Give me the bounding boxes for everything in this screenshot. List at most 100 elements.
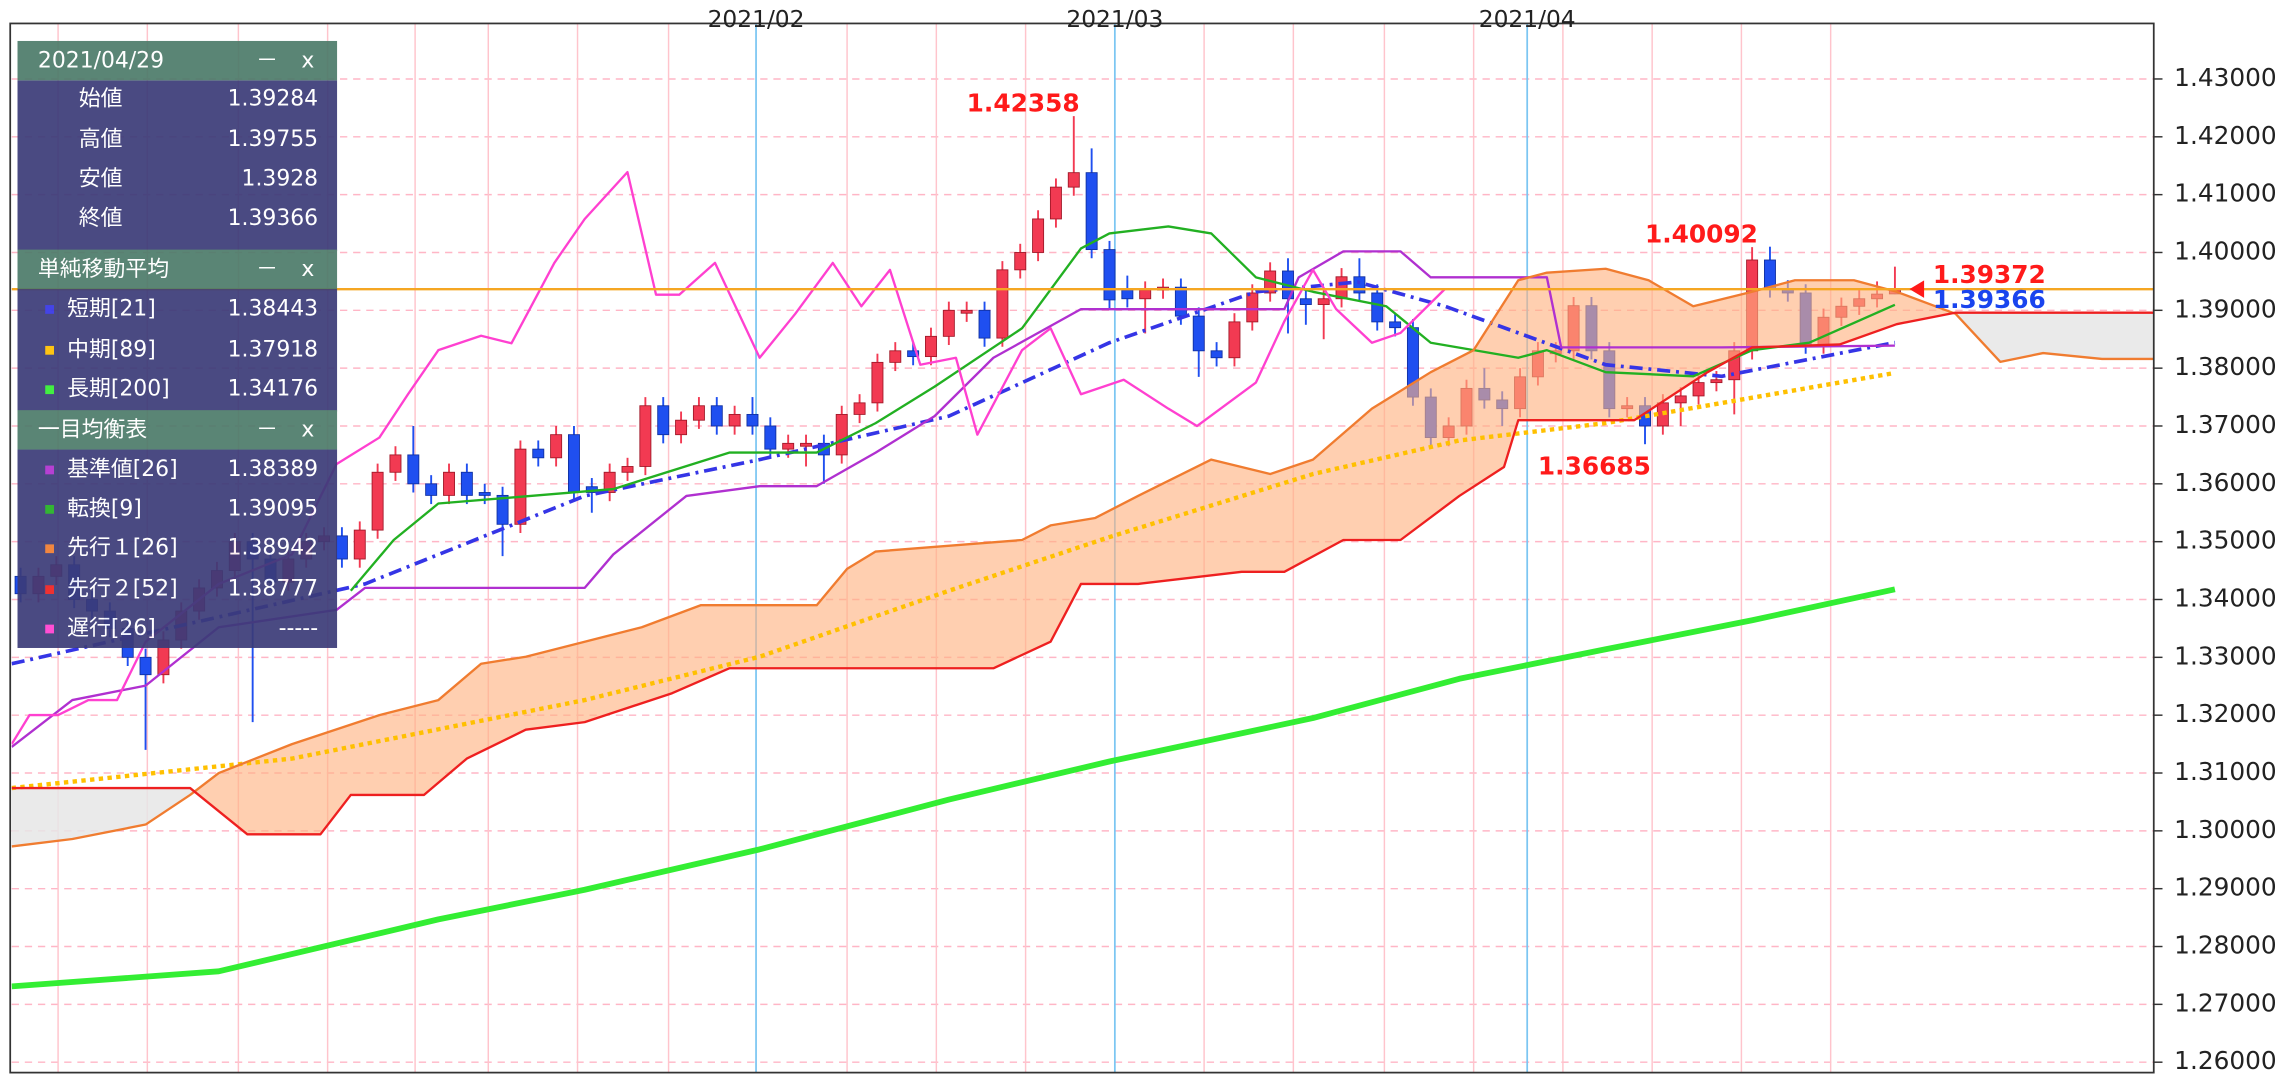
candle-body xyxy=(603,471,616,493)
y-tick-label: 1.41000 xyxy=(2174,179,2277,208)
legend-value: 1.38777 xyxy=(228,577,318,602)
y-tick-label: 1.31000 xyxy=(2174,757,2277,786)
y-tick-label: 1.27000 xyxy=(2174,988,2277,1017)
candle-body xyxy=(835,413,848,456)
candle-body xyxy=(335,535,348,560)
legend-label: 遅行[26] xyxy=(67,616,156,641)
candle-body xyxy=(1014,252,1027,271)
indicator-line xyxy=(11,370,1896,791)
candle-body xyxy=(1192,315,1205,352)
candle-body xyxy=(443,471,455,496)
y-tick-label: 1.38000 xyxy=(2174,352,2277,381)
candle-body xyxy=(496,494,509,525)
legend-swatch xyxy=(45,624,54,634)
cloud-upper xyxy=(11,268,2154,835)
candle-body xyxy=(139,656,152,676)
candle-body xyxy=(1763,259,1776,290)
candle-body xyxy=(1139,289,1152,300)
candle-body xyxy=(782,442,795,450)
indicator-line xyxy=(349,225,1896,592)
y-tick-label: 1.34000 xyxy=(2174,583,2277,612)
panel-header xyxy=(17,40,338,81)
price-label: 安値 xyxy=(79,167,123,192)
candle-body xyxy=(1067,172,1080,188)
candle-body xyxy=(353,529,366,560)
candle-body xyxy=(514,448,527,525)
y-tick-label: 1.35000 xyxy=(2174,526,2277,555)
close-button[interactable]: x xyxy=(301,257,314,282)
candle-body xyxy=(1692,382,1705,397)
candle-body xyxy=(853,402,866,415)
candle-body xyxy=(1049,186,1062,220)
y-tick-label: 1.32000 xyxy=(2174,699,2277,728)
legend-label: 転換[9] xyxy=(67,496,142,521)
price-label: 1.39366 xyxy=(1933,285,2046,314)
info-panel: 2021/04/29 － x 単純移動平均 － x 一目均衡表 － x 始値 1.39284 高値 1.… xyxy=(17,40,338,648)
indicator-line xyxy=(11,311,2154,836)
legend-swatch xyxy=(45,465,54,475)
price-value: 1.39284 xyxy=(228,86,318,111)
minimize-button[interactable]: － xyxy=(256,48,278,73)
legend-value: 1.37918 xyxy=(228,337,318,362)
minimize-button[interactable]: － xyxy=(256,418,278,443)
legend-label: 基準値[26] xyxy=(67,457,178,482)
candle-body xyxy=(764,425,777,450)
legend-label: 先行２[52] xyxy=(67,577,178,602)
axes: 1.26000 1.27000 1.28000 1.29000 1.30000 1.310… xyxy=(708,5,2277,1075)
price-label: 1.39372 xyxy=(1933,260,2046,289)
price-label: 始値 xyxy=(79,86,123,111)
plot-frame xyxy=(9,22,2155,1074)
candle-body xyxy=(1389,321,1402,329)
candle-body xyxy=(567,434,580,493)
legend-label: 中期[89] xyxy=(67,337,156,362)
candle-body xyxy=(1299,298,1312,305)
legend-swatch xyxy=(45,385,54,395)
y-tick-label: 1.37000 xyxy=(2174,410,2277,439)
price-label: 終値 xyxy=(79,206,123,231)
panel-body xyxy=(17,289,338,412)
candle-body xyxy=(1228,321,1241,359)
price-annotation: 1.40092 xyxy=(1645,219,1758,248)
y-tick-label: 1.36000 xyxy=(2174,468,2277,497)
legend-swatch xyxy=(45,504,54,514)
candle-body xyxy=(1353,276,1366,294)
panel-body xyxy=(17,449,338,648)
candle-body xyxy=(800,442,813,447)
minimize-button[interactable]: － xyxy=(256,257,278,282)
candle-body xyxy=(942,309,955,337)
panel-header xyxy=(17,410,338,450)
candle-body xyxy=(692,405,705,421)
price-value: 1.39366 xyxy=(228,206,318,231)
panel-body xyxy=(17,80,338,252)
price-annotation: 1.42358 xyxy=(967,88,1080,117)
candle-body xyxy=(371,471,384,531)
candle-body xyxy=(1032,218,1045,253)
indicator-line xyxy=(11,267,2154,848)
legend-swatch xyxy=(45,345,54,355)
candle-body xyxy=(1710,379,1723,384)
legend-value: 1.39095 xyxy=(228,496,318,521)
candle-body xyxy=(996,269,1009,339)
legend-label: 短期[21] xyxy=(67,296,156,321)
close-button[interactable]: x xyxy=(301,418,314,443)
indicator-line xyxy=(11,280,1896,666)
candle-body xyxy=(925,335,937,358)
panel-header xyxy=(17,249,338,290)
candle-body xyxy=(1335,276,1348,300)
x-tick-label: 2021/03 xyxy=(1066,5,1163,33)
y-tick-label: 1.42000 xyxy=(2174,121,2277,150)
legend-swatch xyxy=(45,305,54,314)
panel-header-title: 一目均衡表 xyxy=(38,418,147,443)
candle-body xyxy=(657,405,670,436)
close-button[interactable]: x xyxy=(301,48,314,73)
legend-label: 先行１[26] xyxy=(67,536,178,561)
candle-body xyxy=(1317,298,1330,305)
legend-value: 1.38443 xyxy=(228,296,318,321)
legend-value: 1.38389 xyxy=(228,457,318,482)
candle-body xyxy=(621,466,634,473)
legend-value: ----- xyxy=(279,616,318,641)
candle-body xyxy=(1210,350,1223,359)
candle-body xyxy=(425,483,438,496)
legend-swatch xyxy=(45,585,54,594)
